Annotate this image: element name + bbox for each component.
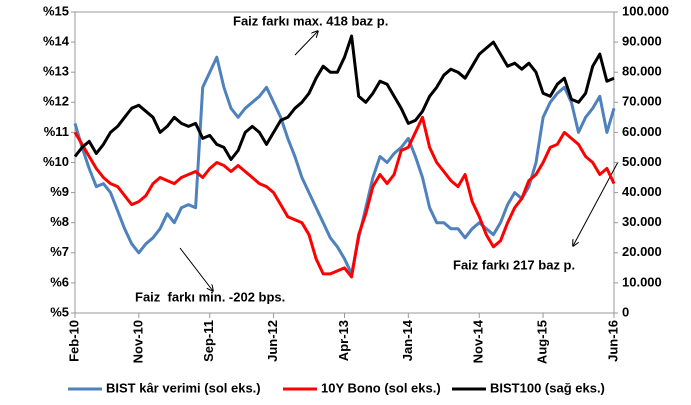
y-tick-label: %11 xyxy=(44,124,69,139)
y-tick-label: %13 xyxy=(43,64,69,79)
x-tick-label: Nov-14 xyxy=(471,319,486,363)
y2-tick-label: 40.000 xyxy=(622,184,662,199)
y2-tick-label: 60.000 xyxy=(622,124,662,139)
series-line xyxy=(73,55,616,276)
x-tick-label: Aug-15 xyxy=(535,320,550,364)
x-tick-label: Jun-16 xyxy=(605,320,620,362)
annotation: Faiz farkı max. 418 baz p. xyxy=(233,13,388,28)
y-tick-label: %10 xyxy=(43,154,69,169)
annotation: Faiz farkı min. -202 bps. xyxy=(135,289,285,304)
y2-tick-label: 90.000 xyxy=(622,34,662,49)
y-tick-label: %15 xyxy=(43,3,69,18)
legend-label: 10Y Bono (sol eks.) xyxy=(321,380,441,395)
y2-tick-label: 30.000 xyxy=(622,214,662,229)
y-tick-label: %9 xyxy=(50,184,69,199)
arrow xyxy=(294,31,318,56)
y-tick-label: %12 xyxy=(43,94,69,109)
y-tick-label: %7 xyxy=(50,244,69,259)
x-tick-label: Apr-13 xyxy=(336,320,351,361)
x-tick-label: Sep-11 xyxy=(201,320,216,362)
x-tick-label: Nov-10 xyxy=(130,320,145,363)
y-tick-label: %14 xyxy=(43,34,70,49)
y2-tick-label: 50.000 xyxy=(622,154,662,169)
y-tick-label: %5 xyxy=(50,304,69,319)
x-tick-label: Jun-12 xyxy=(265,320,280,362)
y2-tick-label: 100.000 xyxy=(622,3,669,18)
legend-label: BIST kâr verimi (sol eks.) xyxy=(106,380,261,395)
y2-tick-label: 80.000 xyxy=(622,64,662,79)
y-tick-label: %8 xyxy=(50,214,69,229)
series-line xyxy=(73,34,615,161)
series-line xyxy=(73,115,616,279)
y2-tick-label: 20.000 xyxy=(622,244,662,259)
annotation: Faiz farkı 217 baz p. xyxy=(453,257,575,272)
x-tick-label: Jan-14 xyxy=(400,319,415,361)
y-tick-label: %6 xyxy=(50,274,69,289)
arrow xyxy=(179,247,213,291)
legend-label: BIST100 (sağ eks.) xyxy=(490,380,605,395)
y2-tick-label: 70.000 xyxy=(622,94,662,109)
x-tick-label: Feb-10 xyxy=(66,320,81,362)
y2-tick-label: 0 xyxy=(622,304,629,319)
y2-tick-label: 10.000 xyxy=(622,274,662,289)
